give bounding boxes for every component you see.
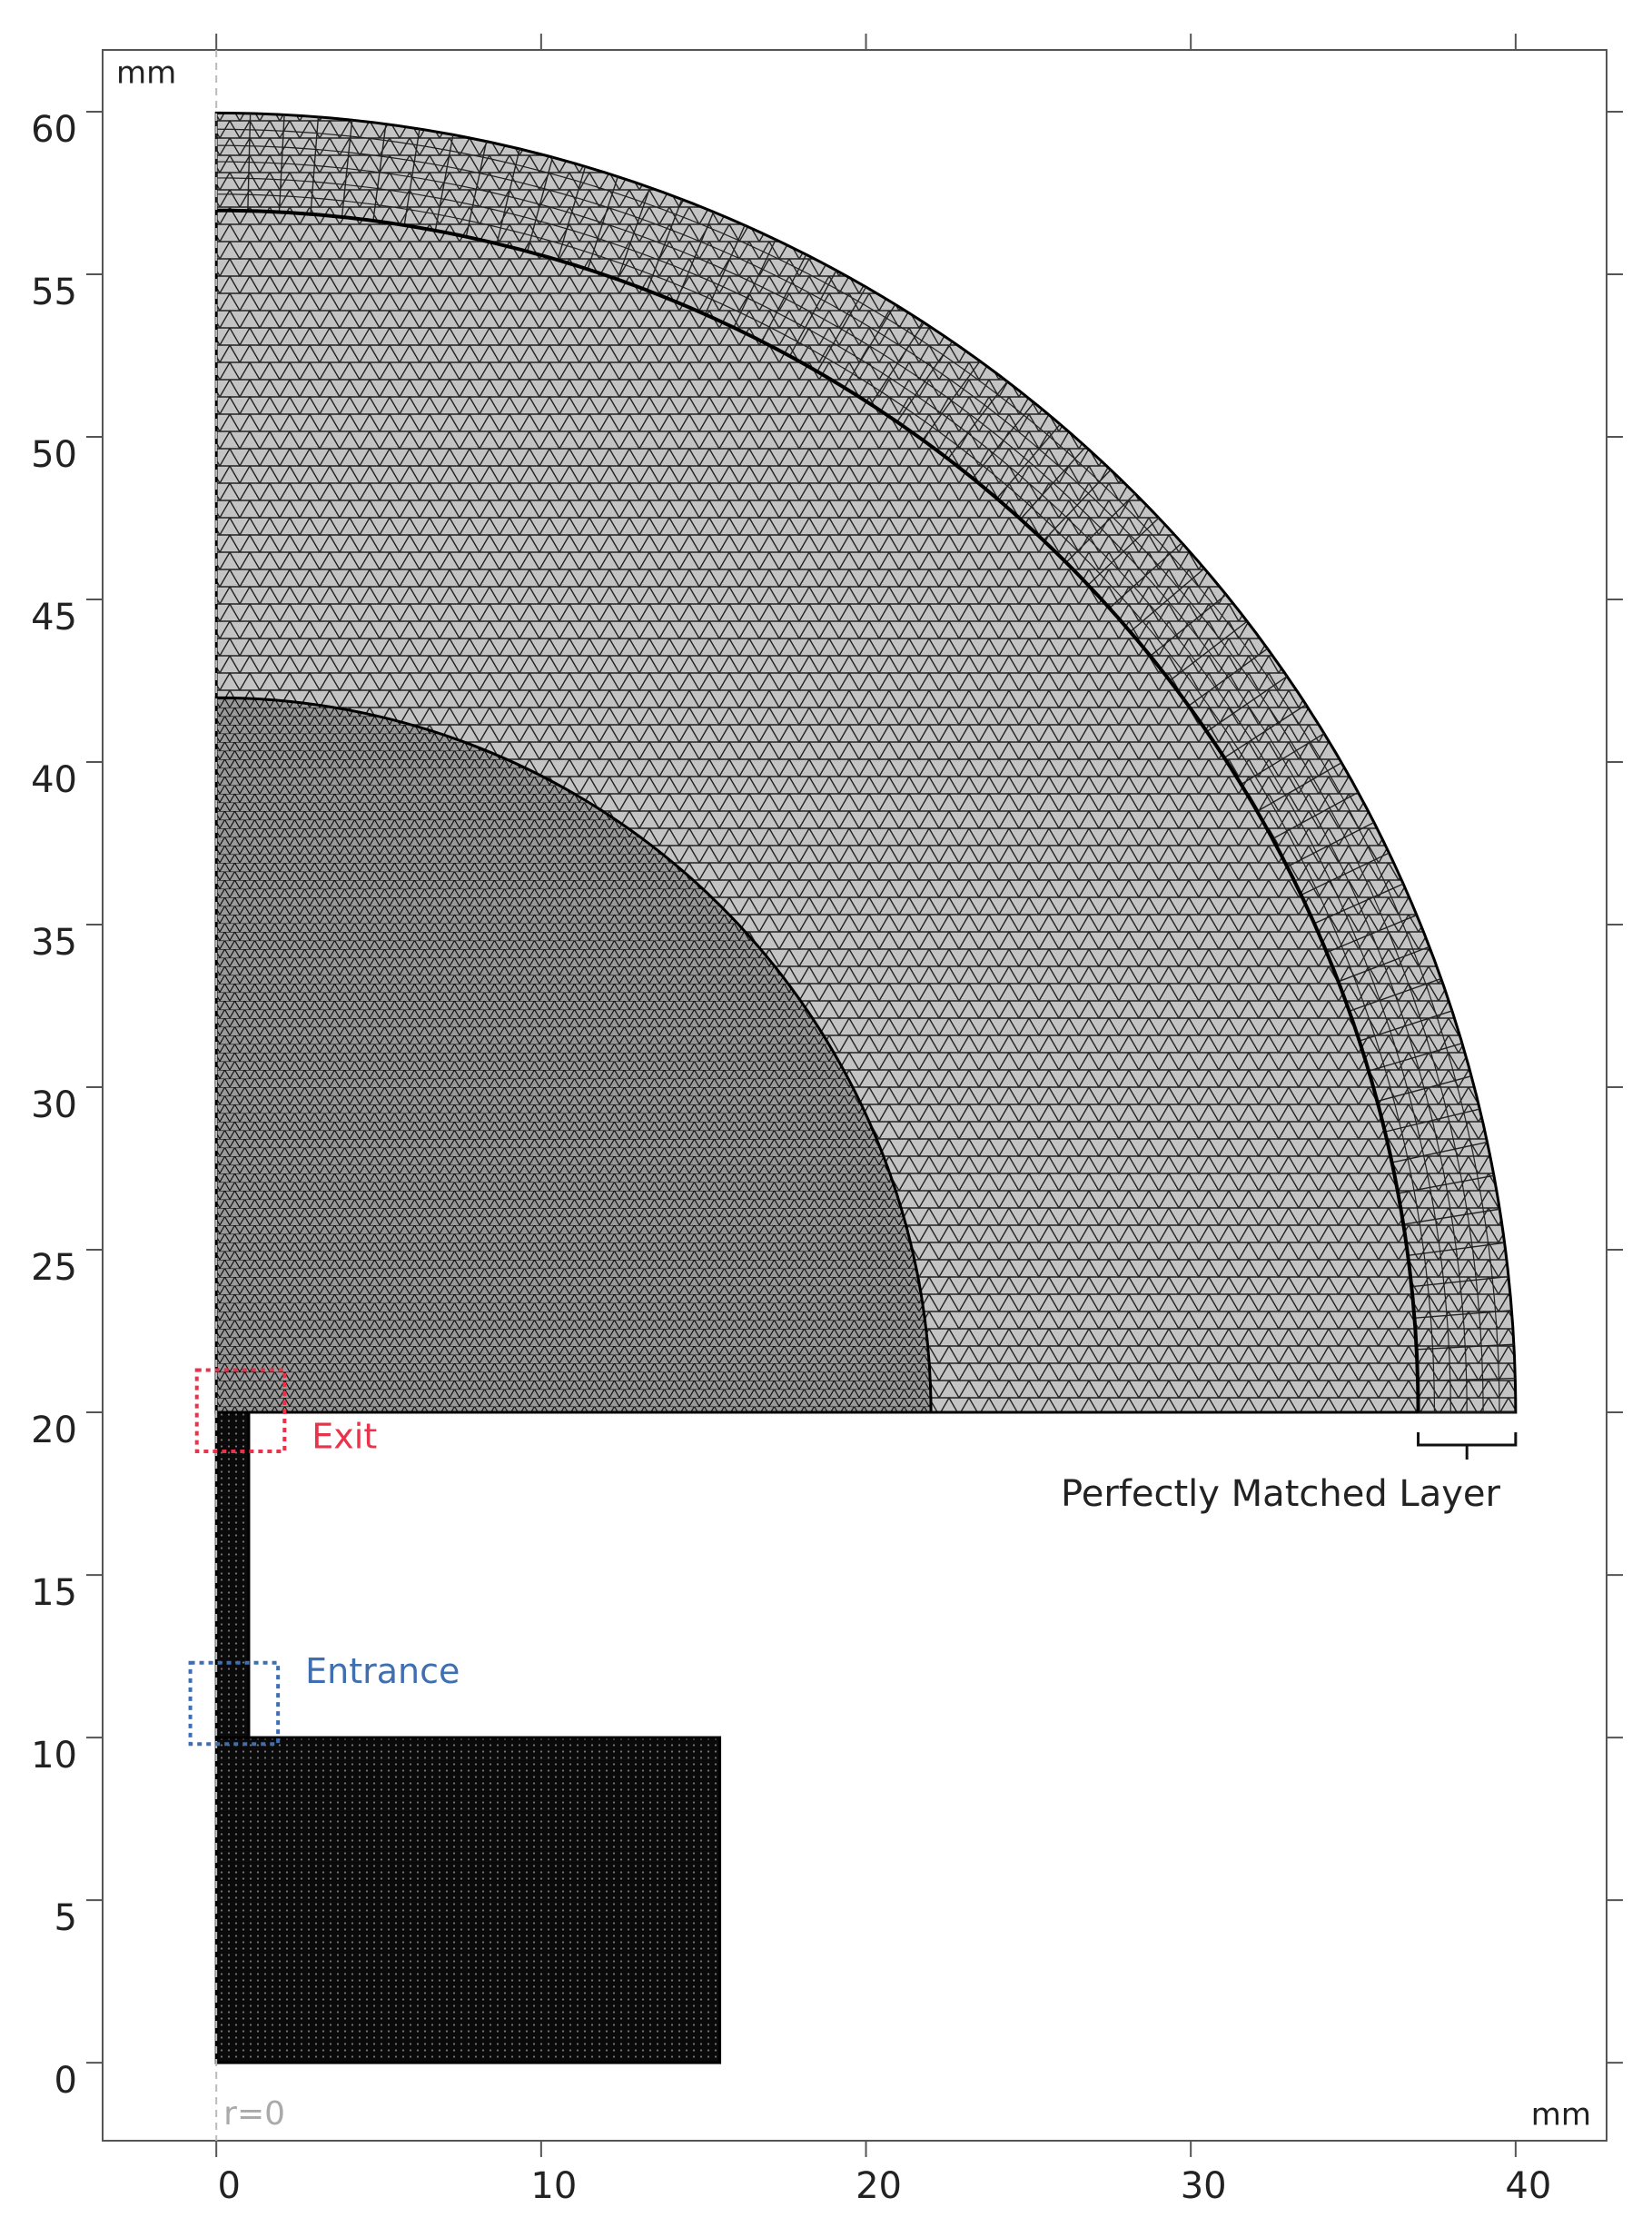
y-tick-label: 30 bbox=[31, 1084, 77, 1126]
y-tick-label: 15 bbox=[31, 1572, 77, 1614]
y-tick-label: 10 bbox=[31, 1735, 77, 1777]
pml-brace bbox=[1417, 1432, 1518, 1460]
axis-note: r=0 bbox=[223, 2095, 285, 2133]
tube-mesh bbox=[214, 1410, 251, 1739]
x-tick-label: 40 bbox=[1505, 2165, 1551, 2207]
y-tick-label: 25 bbox=[31, 1247, 77, 1289]
pml-element-edge bbox=[216, 128, 1500, 1413]
y-tick-label: 40 bbox=[31, 759, 77, 801]
x-tick-label: 10 bbox=[530, 2165, 577, 2207]
y-tick-label: 5 bbox=[54, 1897, 77, 1939]
y-tick-label: 0 bbox=[54, 2060, 77, 2102]
chamber-mesh bbox=[214, 1736, 722, 2064]
pml-label: Perfectly Matched Layer bbox=[1061, 1473, 1500, 1515]
y-tick-label: 60 bbox=[31, 109, 77, 151]
pml-mesh bbox=[215, 113, 1516, 1413]
annotation-box bbox=[194, 1368, 287, 1454]
pml-boundary bbox=[216, 208, 1420, 1413]
plot-frame bbox=[102, 49, 1607, 2142]
y-tick-label: 35 bbox=[31, 922, 77, 964]
x-tick-label: 20 bbox=[856, 2165, 902, 2207]
x-tick-label: 30 bbox=[1181, 2165, 1227, 2207]
y-tick-label: 20 bbox=[31, 1410, 77, 1451]
x-unit: mm bbox=[1531, 2097, 1591, 2133]
pml-element-edge bbox=[216, 177, 1451, 1413]
annotation-label: Entrance bbox=[305, 1651, 460, 1691]
x-tick-label: 0 bbox=[217, 2165, 240, 2207]
annotation-box bbox=[188, 1660, 281, 1747]
y-unit: mm bbox=[116, 55, 176, 92]
pml-element-edge bbox=[216, 144, 1484, 1413]
y-tick-label: 45 bbox=[31, 597, 77, 638]
y-tick-label: 55 bbox=[31, 272, 77, 313]
y-tick-label: 50 bbox=[31, 434, 77, 476]
annotation-label: Exit bbox=[312, 1417, 377, 1457]
pml-element-edge bbox=[216, 193, 1436, 1413]
mesh-domain bbox=[214, 696, 933, 1414]
pml-element-edge bbox=[216, 161, 1468, 1413]
